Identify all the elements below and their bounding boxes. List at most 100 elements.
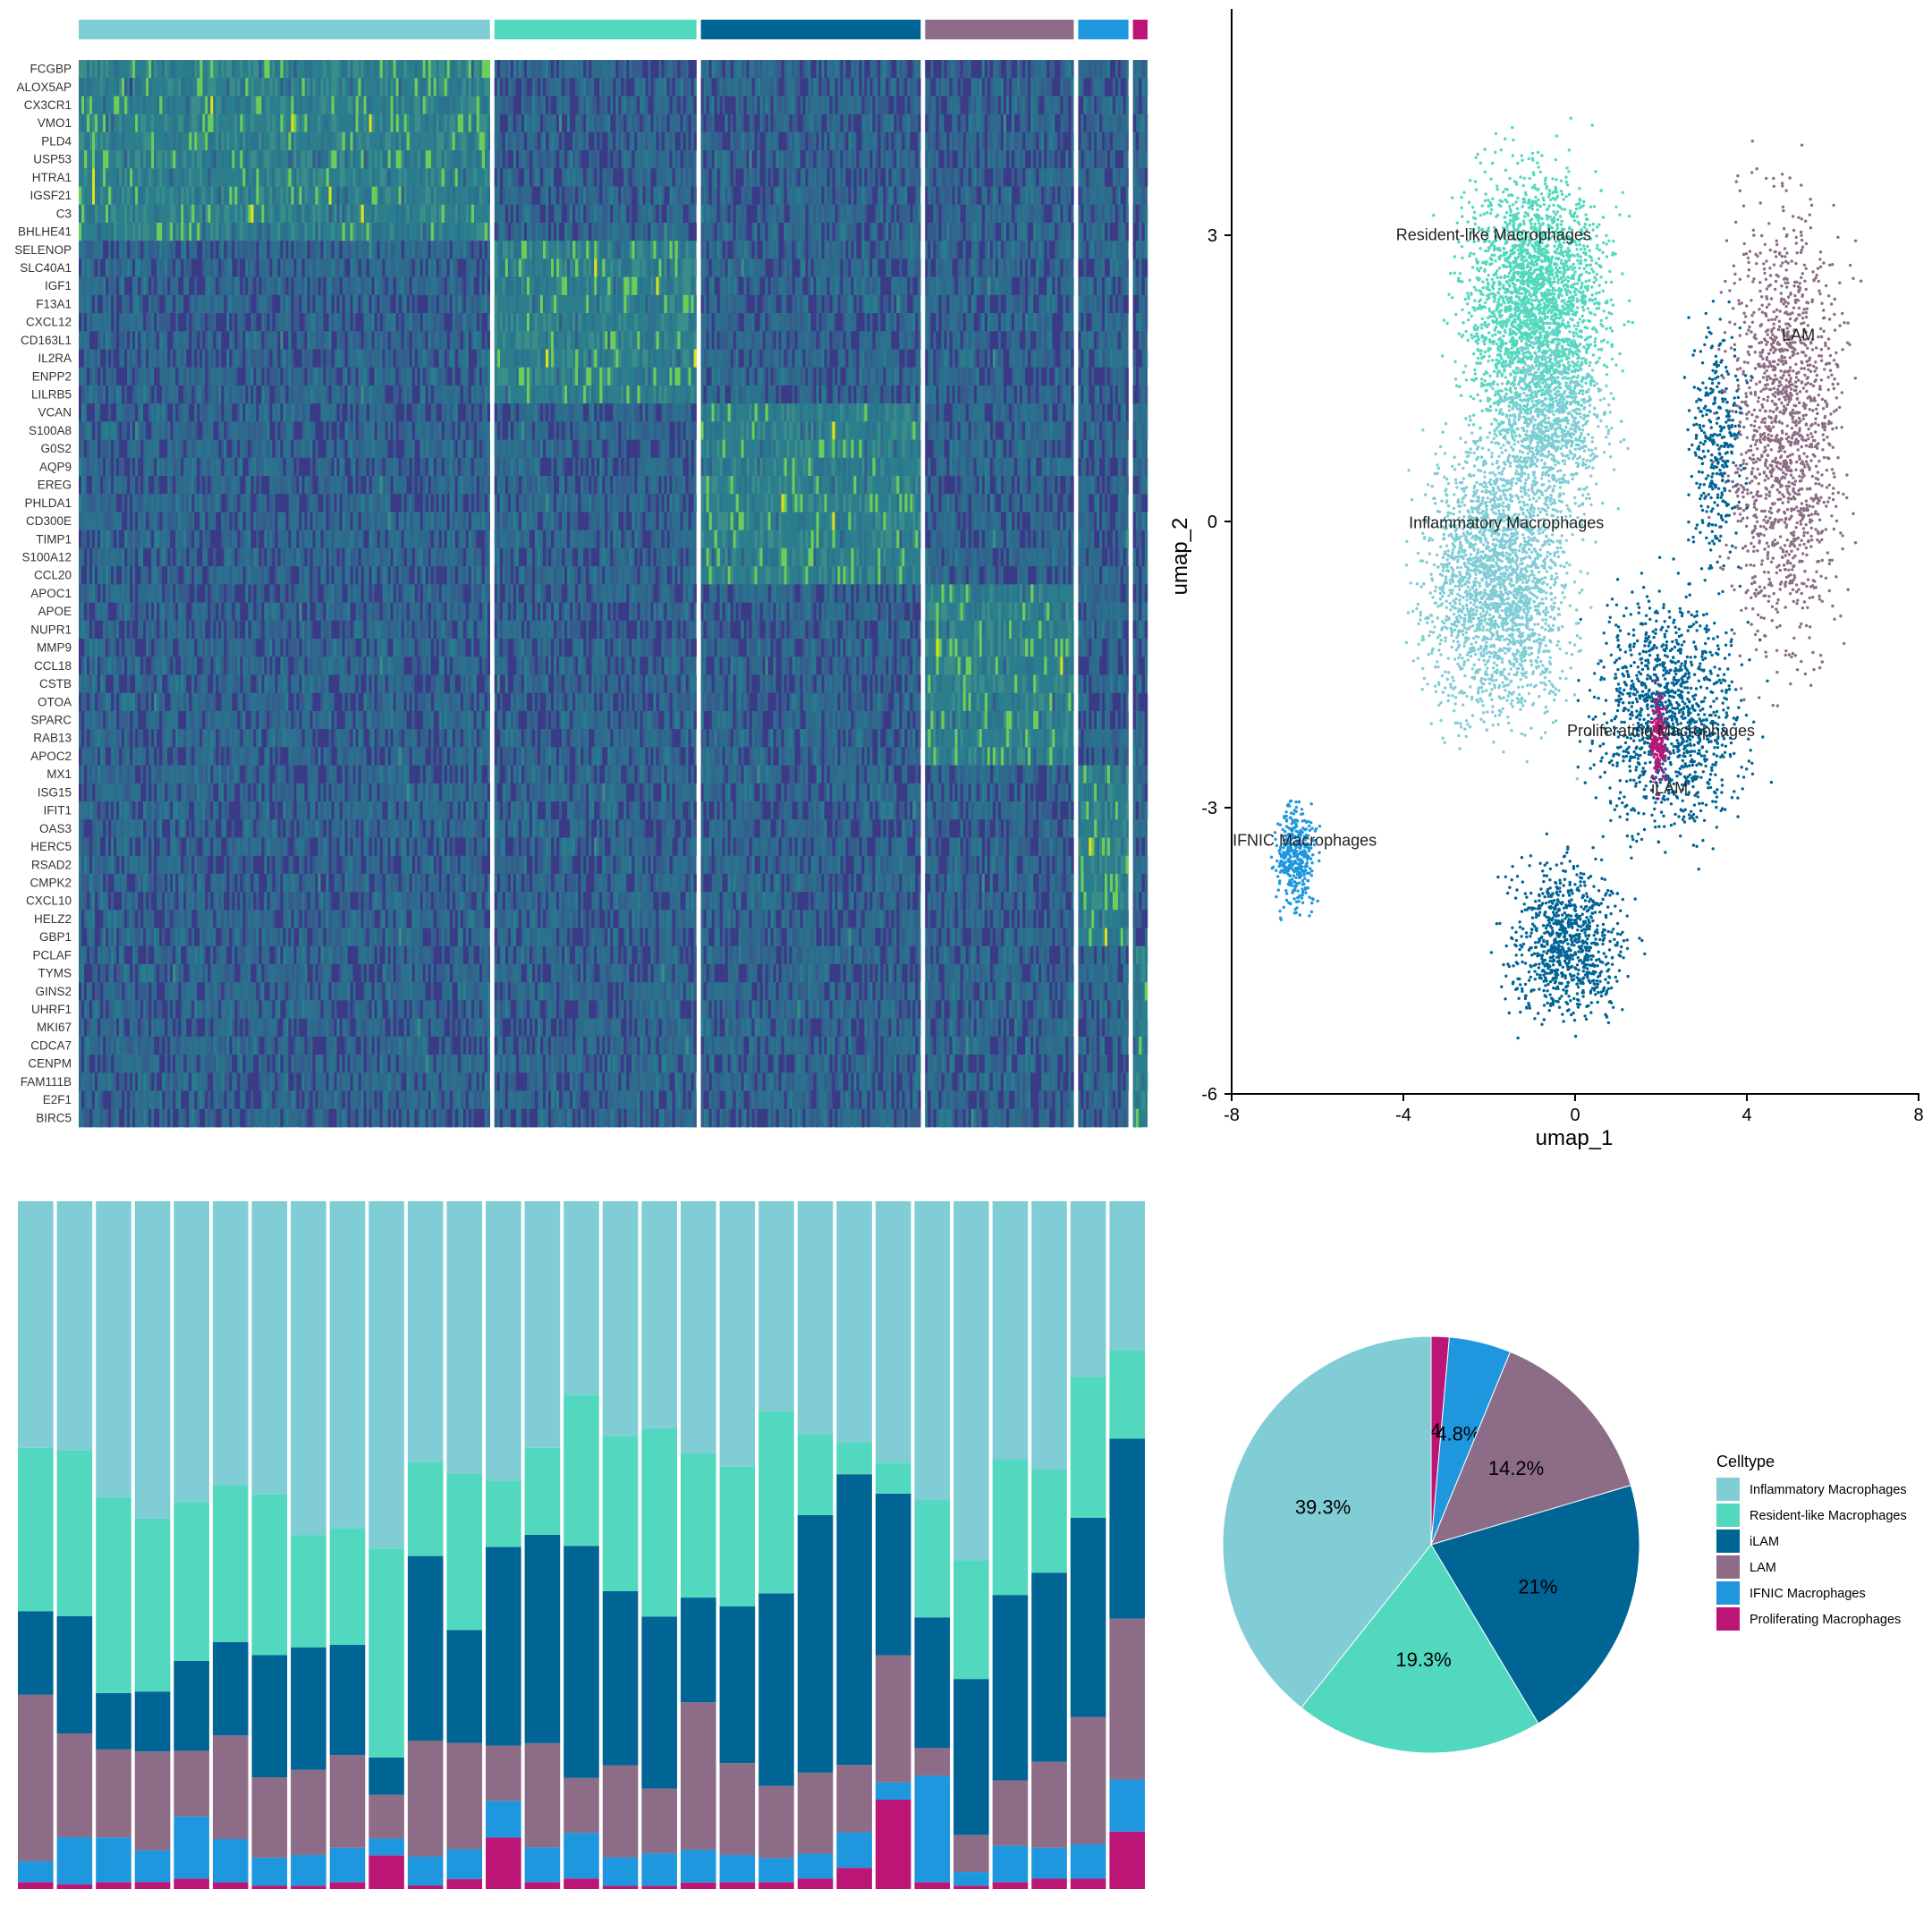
- heatmap-cell: [377, 657, 380, 675]
- heatmap-cell: [318, 349, 321, 369]
- heatmap-cell: [159, 276, 163, 296]
- heatmap-cell: [481, 819, 485, 838]
- heatmap-cell: [344, 96, 348, 114]
- heatmap-cell: [119, 657, 123, 675]
- heatmap-cell: [138, 313, 141, 332]
- heatmap-cell: [411, 385, 415, 404]
- heatmap-cell: [210, 241, 214, 259]
- heatmap-cell: [116, 276, 120, 296]
- heatmap-cell: [199, 131, 203, 151]
- heatmap-cell: [283, 96, 286, 114]
- heatmap-cell: [283, 186, 286, 206]
- heatmap-cell: [272, 602, 275, 622]
- heatmap-cell: [484, 494, 488, 513]
- heatmap-cell: [157, 602, 160, 622]
- heatmap-cell: [320, 710, 324, 730]
- heatmap-cell: [210, 710, 214, 730]
- heatmap-cell: [374, 457, 377, 477]
- heatmap-cell: [379, 331, 383, 350]
- heatmap-cell: [403, 421, 407, 440]
- heatmap-cell: [476, 150, 479, 169]
- heatmap-cell: [272, 819, 275, 838]
- heatmap-cell: [342, 186, 345, 206]
- heatmap-cell: [414, 114, 418, 133]
- heatmap-cell: [379, 873, 383, 893]
- heatmap-cell: [336, 620, 340, 640]
- heatmap-cell: [331, 78, 335, 97]
- heatmap-cell: [382, 313, 386, 332]
- heatmap-cell: [476, 114, 479, 133]
- heatmap-cell: [154, 512, 157, 531]
- heatmap-cell: [186, 78, 190, 97]
- heatmap-cell: [95, 114, 98, 133]
- heatmap-cell: [253, 512, 257, 531]
- heatmap-cell: [347, 114, 351, 133]
- heatmap-cell: [224, 241, 227, 259]
- heatmap-cell: [479, 168, 482, 187]
- heatmap-cell: [323, 765, 326, 784]
- heatmap-cell: [291, 692, 294, 712]
- heatmap-cell: [460, 258, 463, 277]
- heatmap-cell: [350, 692, 353, 712]
- heatmap-cell: [165, 385, 168, 404]
- heatmap-cell: [403, 204, 407, 224]
- heatmap-cell: [87, 349, 90, 369]
- heatmap-cell: [366, 710, 369, 730]
- heatmap-cell: [452, 873, 455, 893]
- heatmap-cell: [484, 547, 488, 567]
- heatmap-cell: [299, 692, 302, 712]
- heatmap-cell: [205, 819, 208, 838]
- heatmap-cell: [154, 258, 157, 277]
- heatmap-cell: [183, 367, 187, 386]
- heatmap-cell: [473, 657, 477, 675]
- heatmap-cell: [181, 566, 184, 585]
- heatmap-cell: [165, 457, 168, 477]
- heatmap-cell: [382, 258, 386, 277]
- heatmap-cell: [122, 602, 125, 622]
- heatmap-cell: [116, 96, 120, 114]
- heatmap-cell: [143, 349, 147, 369]
- heatmap-cell: [336, 60, 340, 79]
- heatmap-cell: [199, 512, 203, 531]
- heatmap-cell: [369, 294, 372, 314]
- heatmap-cell: [267, 530, 270, 549]
- heatmap-cell: [178, 204, 182, 224]
- heatmap-cell: [283, 819, 286, 838]
- heatmap-cell: [210, 168, 214, 187]
- heatmap-cell: [119, 241, 123, 259]
- heatmap-cell: [175, 873, 179, 893]
- heatmap-cell: [470, 367, 474, 386]
- heatmap-cell: [355, 819, 359, 838]
- heatmap-cell: [229, 547, 233, 567]
- heatmap-cell: [135, 204, 139, 224]
- heatmap-cell: [336, 692, 340, 712]
- heatmap-cell: [296, 457, 300, 477]
- heatmap-cell: [240, 657, 243, 675]
- heatmap-cell: [181, 457, 184, 477]
- heatmap-cell: [304, 204, 308, 224]
- heatmap-cell: [232, 78, 235, 97]
- heatmap-cell: [326, 313, 329, 332]
- heatmap-cell: [454, 421, 458, 440]
- heatmap-cell: [398, 494, 402, 513]
- heatmap-cell: [277, 439, 281, 459]
- heatmap-cell: [390, 602, 394, 622]
- heatmap-cell: [154, 819, 157, 838]
- heatmap-cell: [446, 258, 450, 277]
- heatmap-cell: [132, 403, 136, 422]
- heatmap-cell: [226, 258, 230, 277]
- heatmap-cell: [84, 403, 88, 422]
- heatmap-cell: [194, 294, 198, 314]
- heatmap-cell: [379, 837, 383, 856]
- heatmap-cell: [363, 692, 367, 712]
- heatmap-cell: [256, 131, 259, 151]
- heatmap-cell: [84, 96, 88, 114]
- heatmap-cell: [296, 765, 300, 784]
- heatmap-cell: [444, 747, 447, 766]
- heatmap-cell: [382, 114, 386, 133]
- heatmap-cell: [170, 657, 174, 675]
- heatmap-cell: [181, 439, 184, 459]
- heatmap-cell: [135, 729, 139, 748]
- heatmap-cell: [175, 439, 179, 459]
- heatmap-cell: [350, 403, 353, 422]
